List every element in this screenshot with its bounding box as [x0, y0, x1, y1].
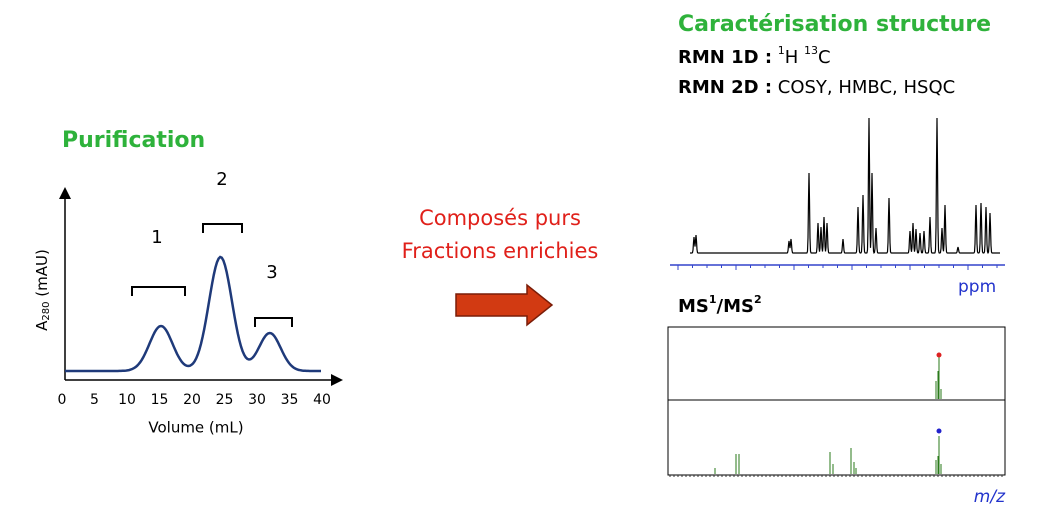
x-axis-label: Volume (mL): [148, 419, 243, 437]
bracket: [202, 223, 243, 233]
x-ticks: 0 5 10 15 20 25 30 35 40: [58, 392, 331, 408]
x-tick-label: 0: [58, 392, 67, 408]
x-tick-label: 20: [183, 392, 201, 408]
bracket: [254, 317, 293, 327]
x-tick-label: 5: [90, 392, 99, 408]
precursor-marker: [936, 352, 942, 358]
char-title: Caractérisation structure: [678, 12, 991, 37]
ppm-ticks: [677, 265, 998, 270]
ms-title: MS1/MS2: [678, 293, 762, 317]
chromatogram: [65, 255, 321, 373]
ppm-label: ppm: [958, 277, 996, 297]
process-arrow: [455, 283, 554, 327]
x-tick-label: 30: [248, 392, 266, 408]
rmn2d: RMN 2D : COSY, HMBC, HSQC: [678, 77, 955, 98]
peak-label: 2: [216, 169, 227, 190]
bracket: [131, 286, 186, 296]
mz-label: m/z: [974, 487, 1006, 507]
x-tick-label: 15: [151, 392, 169, 408]
ms-frame: [667, 326, 1006, 476]
ms-spectra: [669, 354, 1003, 477]
arrow-text: Composés purs: [419, 206, 581, 230]
x-tick-label: 40: [313, 392, 331, 408]
purification-title: Purification: [62, 128, 205, 153]
nmr-spectrum: [690, 117, 1000, 255]
x-tick-label: 10: [118, 392, 136, 408]
rmn1d: RMN 1D : 1H 13C: [678, 44, 831, 68]
y-axis-label: A280 (mAU): [33, 249, 53, 331]
peak-label: 3: [266, 262, 277, 283]
arrow-text: Fractions enrichies: [402, 239, 599, 263]
x-tick-label: 25: [216, 392, 234, 408]
peak-label: 1: [151, 227, 162, 248]
precursor-marker: [936, 428, 942, 434]
x-tick-label: 35: [281, 392, 299, 408]
